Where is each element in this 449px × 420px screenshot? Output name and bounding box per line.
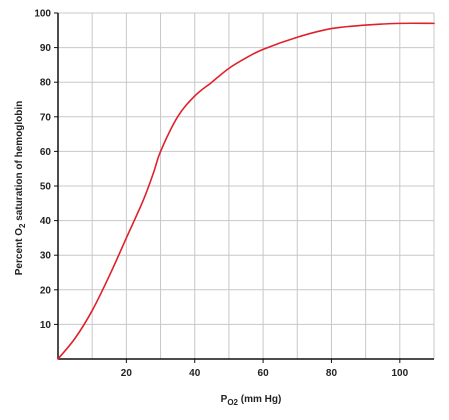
- x-axis-title-unit: (mm Hg): [238, 394, 281, 405]
- x-tick-label: 80: [326, 368, 338, 379]
- y-tick-label: 60: [40, 147, 52, 158]
- x-axis-title: PO2 (mm Hg): [221, 394, 282, 407]
- x-tick-label: 20: [121, 368, 133, 379]
- saturation-curve: [57, 22, 435, 360]
- x-tick-label: 60: [258, 368, 270, 379]
- y-tick-label: 40: [40, 216, 52, 227]
- y-tick-label: 70: [40, 112, 52, 123]
- y-axis-title-subscript: 2: [18, 223, 27, 228]
- x-tick-label: 40: [189, 368, 201, 379]
- tick-labels: 10 20 30 40 50 60 70 80 90 100 20 40 60 80 100: [34, 9, 408, 380]
- y-axis-title-main: Percent O: [14, 228, 25, 275]
- y-axis-title: Percent O2 saturation of hemoglobin: [14, 101, 27, 275]
- grid: [58, 12, 435, 359]
- axes: [54, 12, 434, 363]
- x-tick-label: 100: [391, 368, 408, 379]
- y-tick-label: 90: [40, 43, 52, 54]
- x-axis-title-subscript: O2: [227, 398, 238, 407]
- x-axis-title-main: P: [221, 394, 228, 405]
- y-tick-label: 20: [40, 285, 52, 296]
- y-tick-label: 80: [40, 78, 52, 89]
- y-tick-label: 30: [40, 251, 52, 262]
- y-tick-label: 100: [34, 9, 51, 20]
- y-tick-label: 10: [40, 320, 52, 331]
- y-axis-title-rest: saturation of hemoglobin: [14, 101, 25, 224]
- series: [57, 22, 435, 360]
- y-tick-label: 50: [40, 182, 52, 193]
